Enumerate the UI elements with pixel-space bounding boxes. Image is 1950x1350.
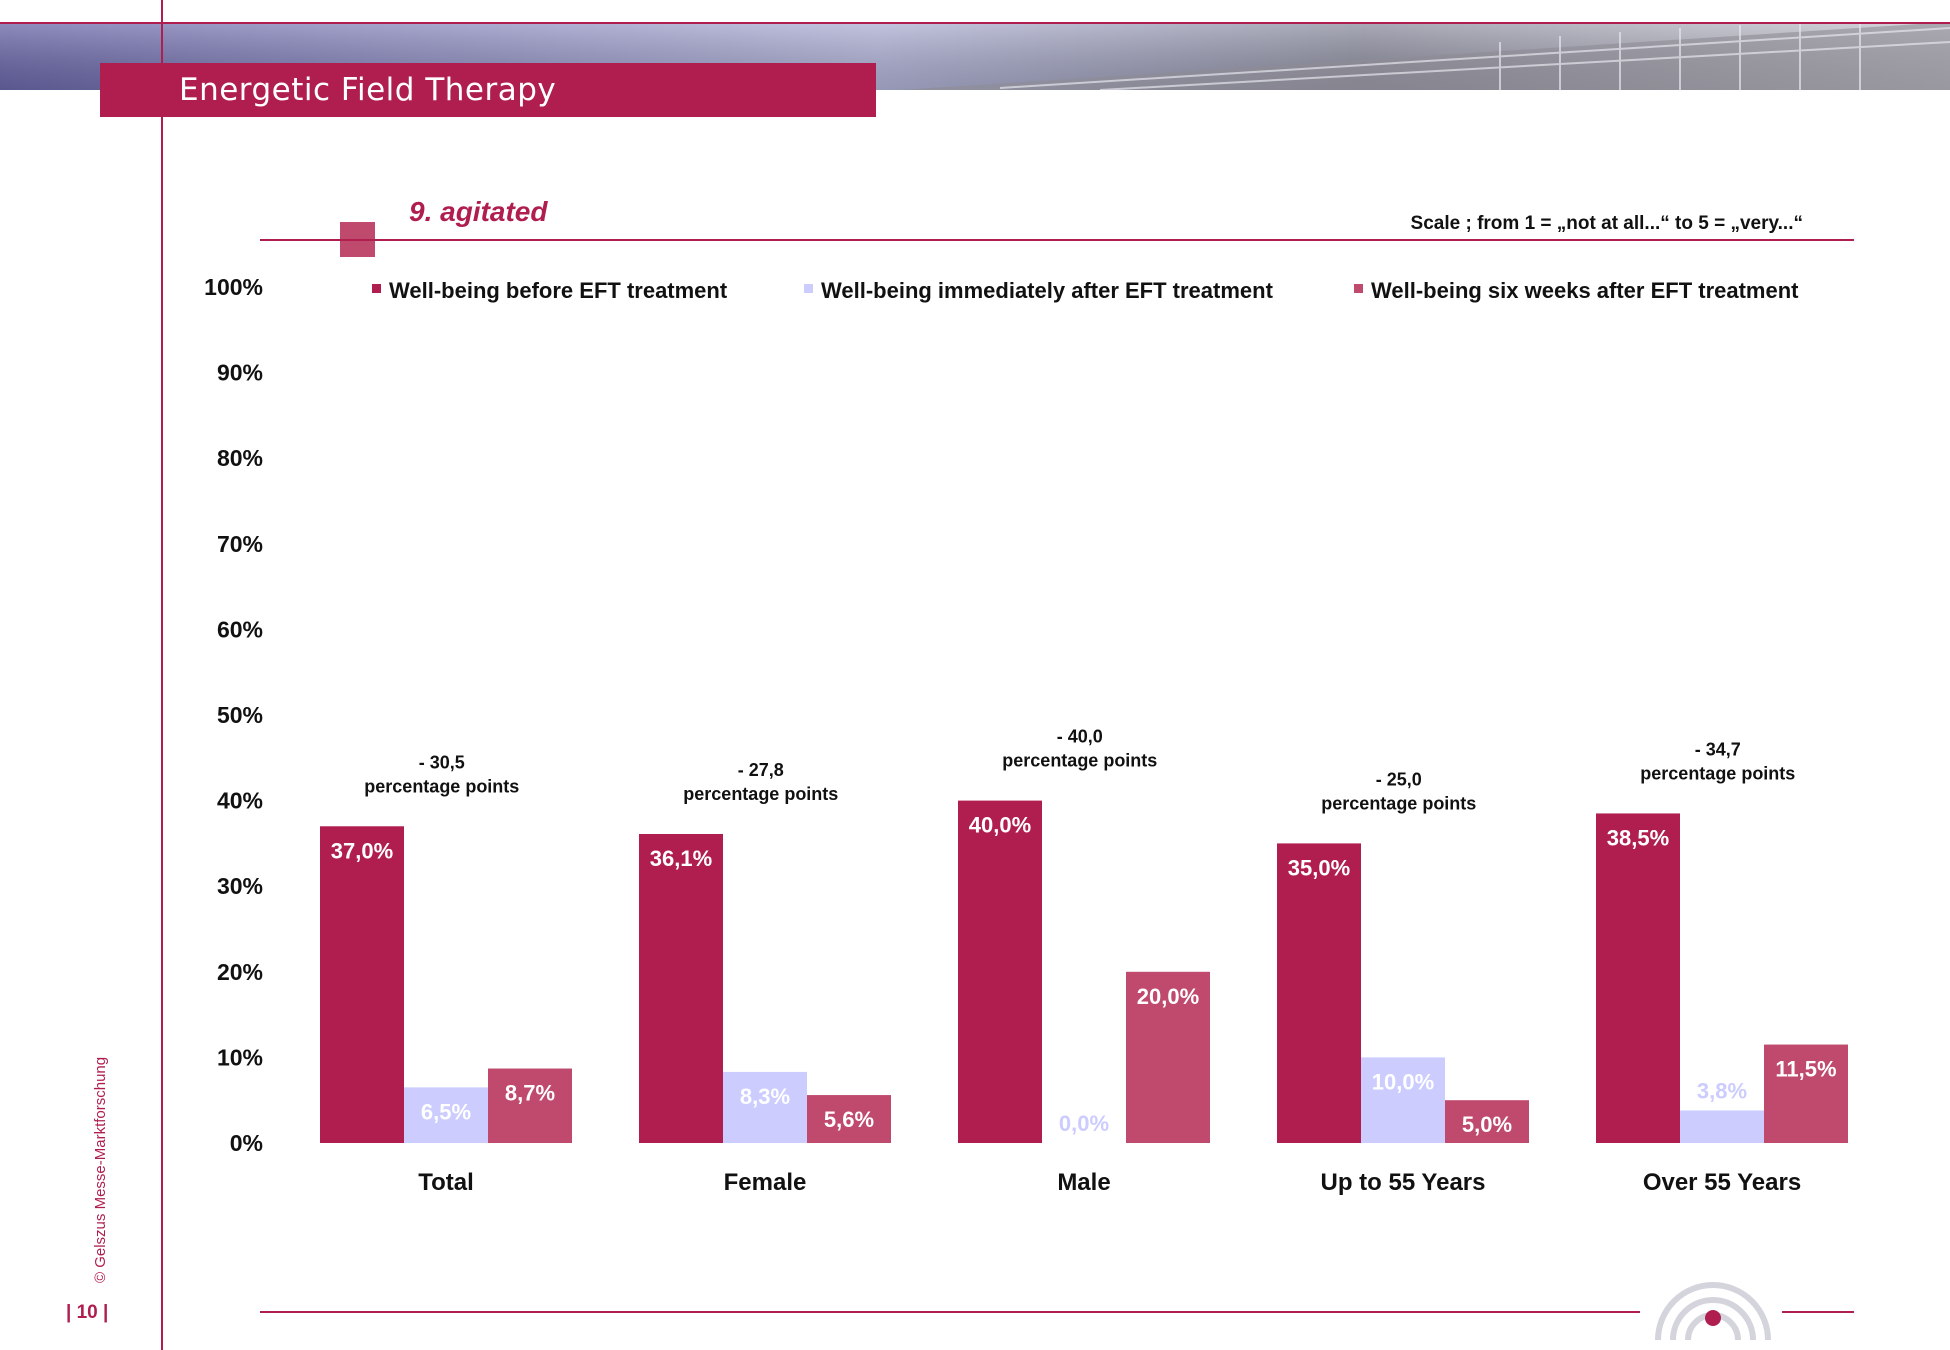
annotation-unit: percentage points bbox=[1640, 763, 1795, 783]
bar bbox=[1764, 1044, 1848, 1143]
top-rule bbox=[0, 22, 1950, 24]
annotation-value: - 40,0 bbox=[1057, 727, 1103, 747]
legend-label: Well-being six weeks after EFT treatment bbox=[1371, 278, 1799, 303]
header-rule bbox=[260, 239, 1854, 241]
bar bbox=[1277, 843, 1361, 1143]
data-label: 36,1% bbox=[650, 846, 712, 871]
bar bbox=[958, 800, 1042, 1143]
data-label: 37,0% bbox=[331, 838, 393, 863]
y-tick-label: 30% bbox=[217, 873, 263, 899]
data-label: 38,5% bbox=[1607, 825, 1669, 850]
bar bbox=[639, 833, 723, 1143]
header-banner bbox=[0, 22, 1950, 90]
y-tick-label: 40% bbox=[217, 788, 263, 814]
data-label: 5,0% bbox=[1462, 1112, 1512, 1137]
legend-label: Well-being before EFT treatment bbox=[389, 278, 728, 303]
chart-subtitle: 9. agitated bbox=[409, 196, 548, 227]
data-label: 8,7% bbox=[505, 1081, 555, 1106]
data-label: 10,0% bbox=[1372, 1069, 1434, 1094]
bar bbox=[1361, 1057, 1445, 1143]
legend-swatch bbox=[804, 284, 813, 293]
page-title: Energetic Field Therapy bbox=[100, 63, 876, 117]
bar bbox=[320, 826, 404, 1143]
y-tick-label: 0% bbox=[230, 1130, 263, 1156]
signal-logo-icon bbox=[1655, 1282, 1771, 1341]
y-tick-label: 70% bbox=[217, 531, 263, 557]
data-label: 35,0% bbox=[1288, 855, 1350, 880]
legend-label: Well-being immediately after EFT treatme… bbox=[821, 278, 1274, 303]
footer-rule-end bbox=[1782, 1311, 1854, 1313]
y-tick-label: 10% bbox=[217, 1044, 263, 1070]
data-label: 20,0% bbox=[1137, 984, 1199, 1009]
x-tick-label: Total bbox=[418, 1169, 474, 1196]
y-tick-label: 50% bbox=[217, 702, 263, 728]
bar bbox=[488, 1068, 572, 1143]
data-label: 11,5% bbox=[1775, 1057, 1836, 1082]
data-label: 5,6% bbox=[824, 1107, 874, 1132]
bar bbox=[723, 1071, 807, 1143]
x-tick-label: Up to 55 Years bbox=[1321, 1169, 1486, 1196]
legend-swatch bbox=[372, 284, 381, 293]
y-tick-label: 90% bbox=[217, 360, 263, 386]
bar bbox=[1596, 813, 1680, 1143]
annotation-value: - 25,0 bbox=[1376, 769, 1422, 789]
annotations: - 30,5 percentage points - 27,8 percentage … bbox=[364, 727, 1795, 814]
footer-rule bbox=[260, 1311, 1640, 1313]
data-label: 6,5% bbox=[421, 1099, 471, 1124]
data-label: 8,3% bbox=[740, 1084, 790, 1109]
annotation-unit: percentage points bbox=[683, 784, 838, 804]
data-label: 40,0% bbox=[969, 813, 1031, 838]
annotation-unit: percentage points bbox=[1002, 751, 1157, 771]
bar bbox=[807, 1095, 891, 1143]
y-tick-label: 100% bbox=[204, 274, 263, 300]
y-tick-label: 80% bbox=[217, 445, 263, 471]
bar bbox=[1680, 1110, 1764, 1143]
bar bbox=[404, 1087, 488, 1143]
copyright-credit: © Gelszus Messe-Marktforschung bbox=[92, 1056, 109, 1283]
chart-legend: Well-being before EFT treatment Well-bein… bbox=[372, 278, 1799, 303]
legend-swatch bbox=[1354, 284, 1363, 293]
page-number: | 10 | bbox=[66, 1302, 109, 1323]
data-label: 3,8% bbox=[1697, 1078, 1747, 1103]
annotation-value: - 34,7 bbox=[1695, 739, 1741, 759]
x-tick-label: Female bbox=[724, 1169, 807, 1196]
annotation-unit: percentage points bbox=[364, 776, 519, 796]
annotation-value: - 27,8 bbox=[738, 760, 784, 780]
y-axis: 0% 10% 20% 30% 40% 50% 60% 70% 80% 90% 100% bbox=[204, 274, 263, 1156]
y-tick-label: 20% bbox=[217, 959, 263, 985]
data-label: 0,0% bbox=[1059, 1111, 1109, 1136]
bar bbox=[1445, 1100, 1529, 1143]
left-vertical-rule bbox=[161, 0, 163, 1350]
bar bbox=[1126, 971, 1210, 1143]
x-tick-label: Over 55 Years bbox=[1643, 1169, 1801, 1196]
x-tick-label: Male bbox=[1057, 1169, 1110, 1196]
scale-note: Scale ; from 1 = „not at all...“ to 5 = … bbox=[1410, 213, 1803, 234]
annotation-value: - 30,5 bbox=[419, 752, 465, 772]
annotation-unit: percentage points bbox=[1321, 793, 1476, 813]
bars bbox=[320, 800, 1848, 1143]
data-labels: 37,0% 6,5% 8,7% 36,1% 8,3% 5,6% 40,0% 0,0% 20,0%… bbox=[331, 813, 1837, 1138]
y-tick-label: 60% bbox=[217, 616, 263, 642]
x-axis: Total Female Male Up to 55 Years Over 55 Yea… bbox=[418, 1169, 1801, 1196]
